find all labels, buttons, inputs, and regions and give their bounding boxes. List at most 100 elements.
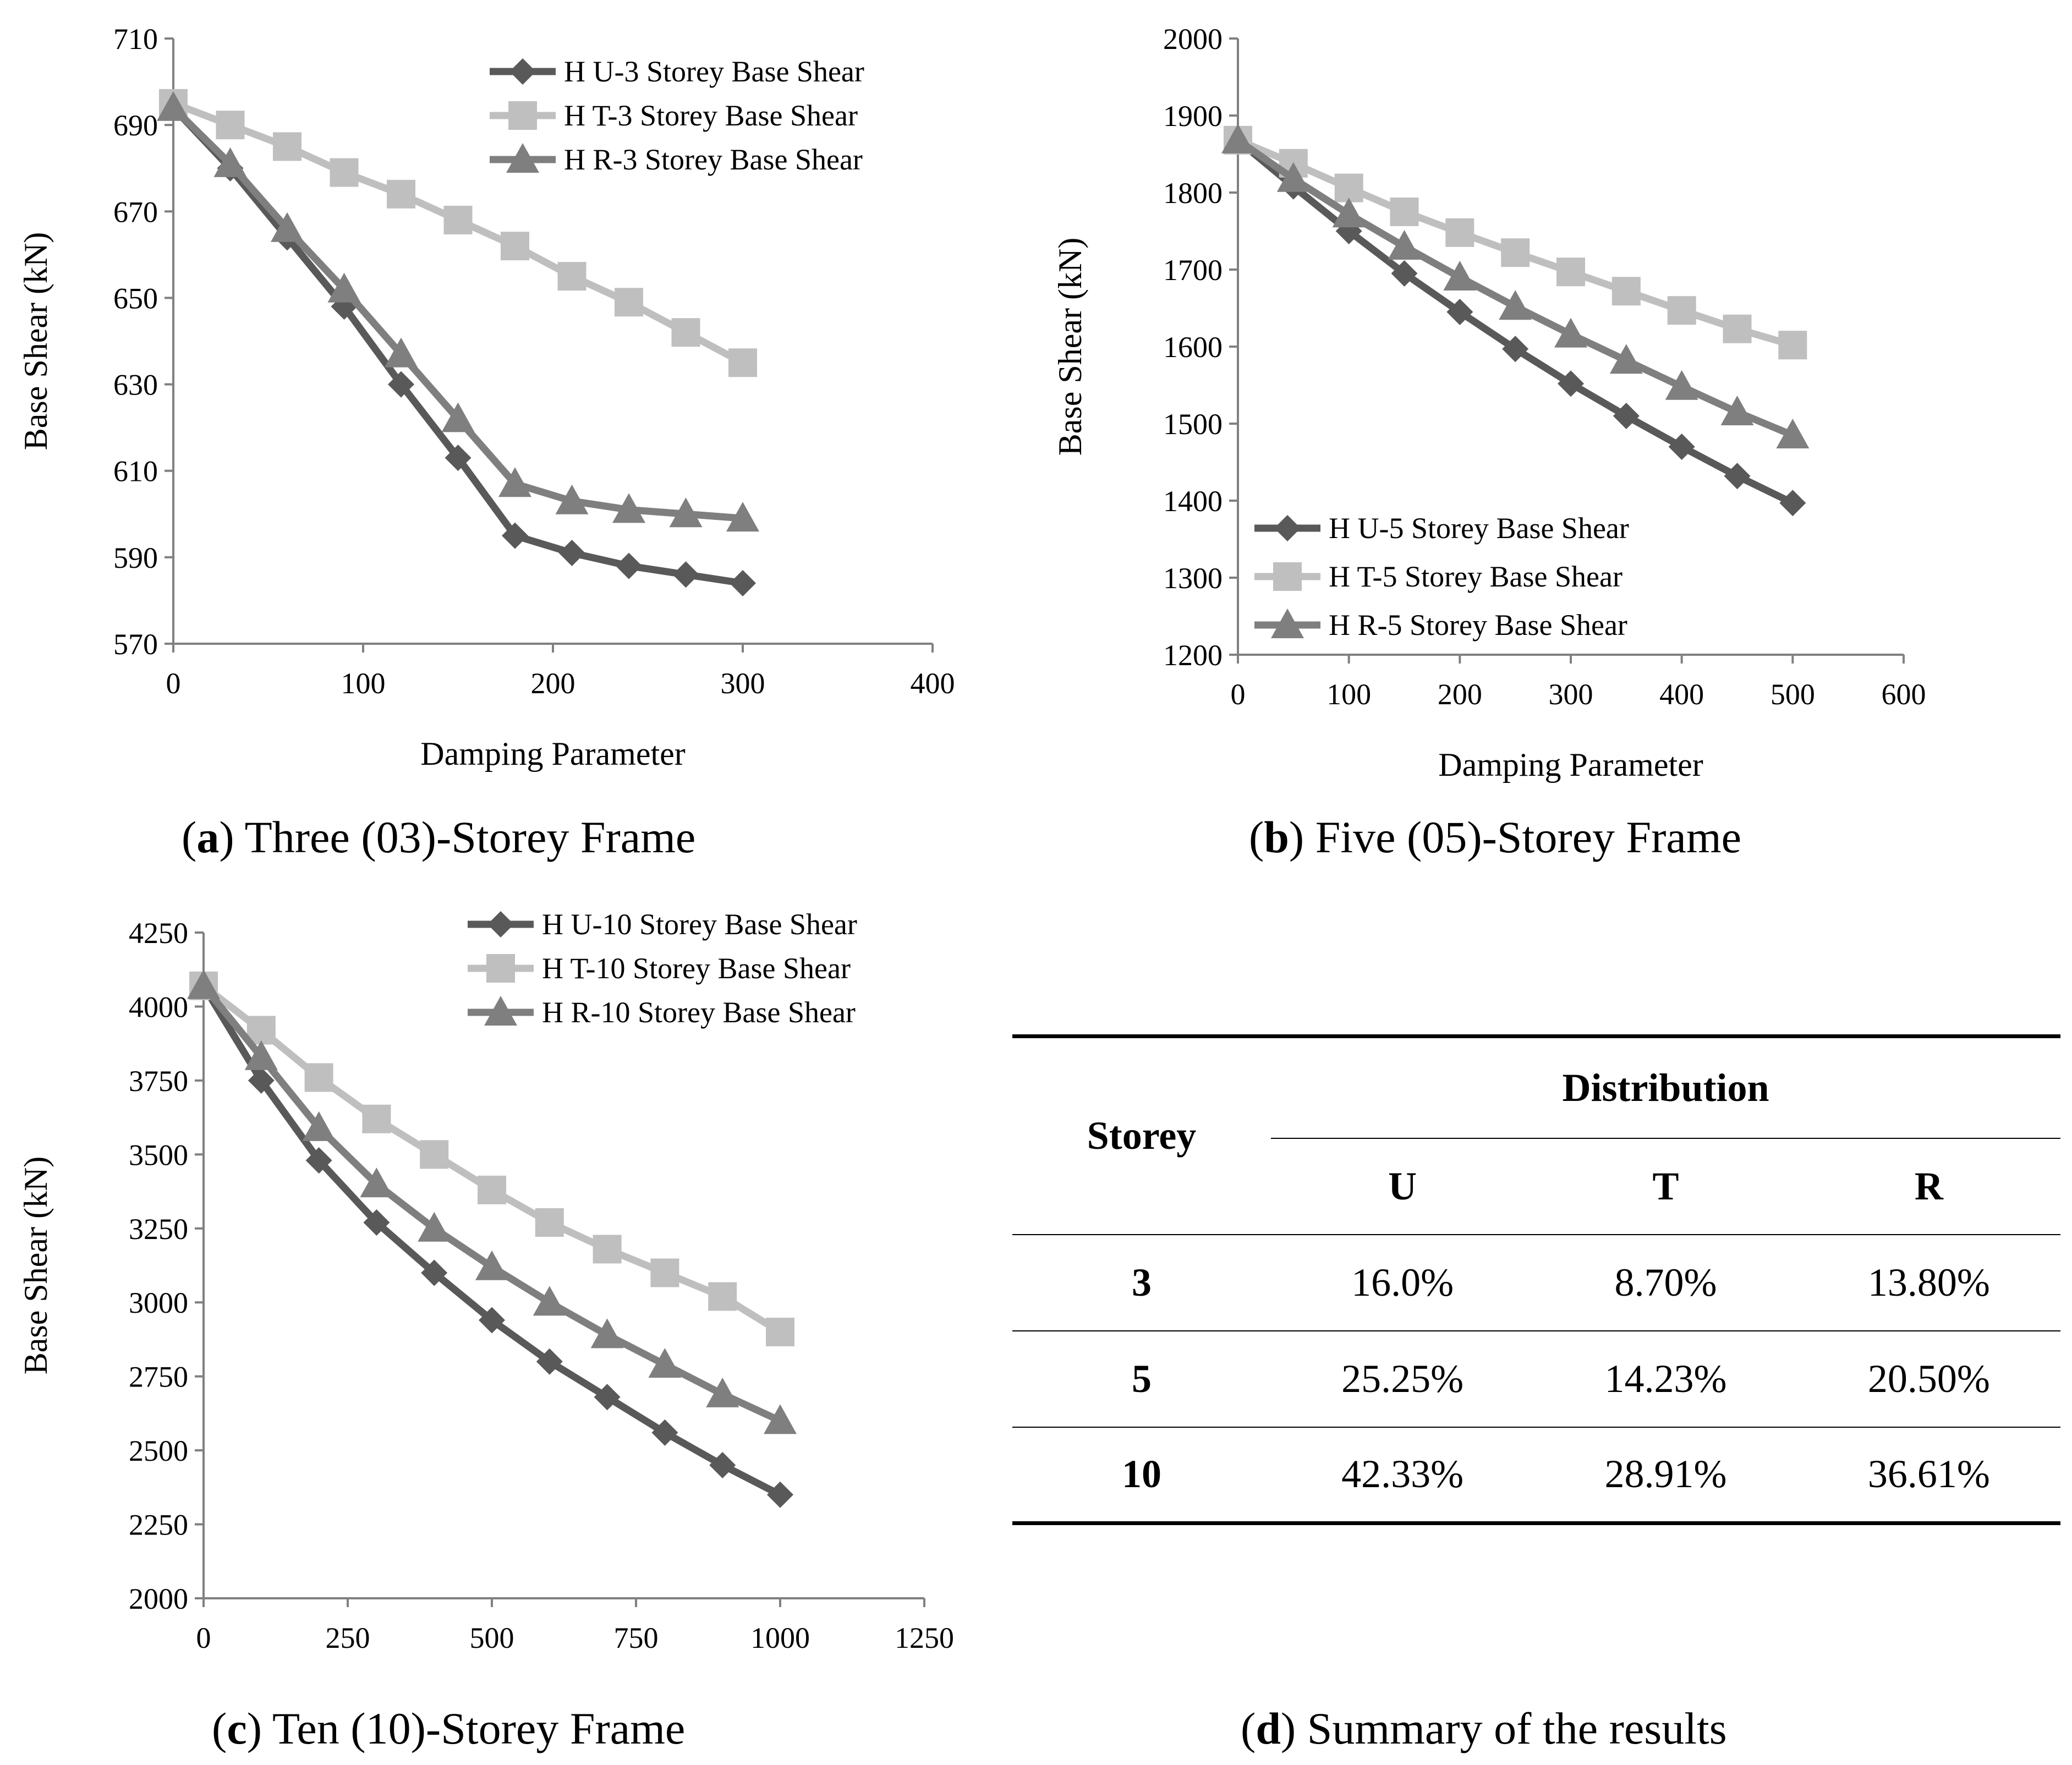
- data-point-T: [535, 1208, 564, 1237]
- data-point-U: [502, 522, 528, 549]
- data-point-U: [709, 1452, 736, 1478]
- data-point-T: [362, 1104, 391, 1133]
- data-point-R: [726, 502, 759, 532]
- data-point-T: [420, 1140, 449, 1169]
- y-tick-label: 630: [113, 369, 158, 402]
- legend-marker-T: [508, 101, 537, 130]
- y-tick-label: 2000: [129, 1582, 188, 1615]
- data-point-R: [187, 969, 220, 999]
- y-tick-label: 2250: [129, 1509, 188, 1542]
- col-header-r: R: [1797, 1137, 2060, 1235]
- y-axis-title: Base Shear (kN): [1052, 238, 1088, 456]
- data-point-U: [730, 570, 756, 596]
- data-point-U: [479, 1307, 505, 1334]
- data-point-R: [360, 1167, 393, 1198]
- legend-label-R: H R-3 Storey Base Shear: [564, 143, 863, 176]
- caption-d: (d) Summary of the results: [1241, 1703, 1727, 1753]
- data-point-R: [1720, 396, 1754, 425]
- data-point-T: [478, 1175, 506, 1204]
- caption-d-text: Summary of the results: [1296, 1703, 1727, 1753]
- y-axis-title: Base Shear (kN): [18, 1156, 54, 1375]
- data-point-T: [766, 1318, 794, 1346]
- data-point-R: [244, 1040, 278, 1070]
- legend-marker-T: [1273, 562, 1302, 591]
- table-row: 3 16.0% 8.70% 13.80%: [1012, 1234, 2060, 1331]
- data-point-T: [216, 111, 245, 140]
- x-tick-label: 250: [326, 1621, 370, 1654]
- data-point-R: [1499, 290, 1532, 320]
- data-point-T: [615, 288, 643, 317]
- data-point-R: [327, 272, 361, 303]
- x-tick-label: 100: [341, 667, 386, 700]
- data-point-R: [157, 91, 190, 121]
- x-tick-label: 1250: [895, 1621, 954, 1654]
- data-point-T: [593, 1235, 622, 1264]
- data-point-T: [330, 158, 359, 187]
- y-tick-label: 1400: [1163, 485, 1223, 518]
- caption-d-letter: d: [1256, 1703, 1281, 1753]
- value-cell: 8.70%: [1534, 1234, 1797, 1331]
- data-point-U: [651, 1419, 678, 1446]
- data-point-R: [1276, 162, 1310, 192]
- data-point-R: [1776, 419, 1810, 448]
- y-tick-label: 690: [113, 109, 158, 142]
- x-tick-label: 200: [531, 667, 575, 700]
- y-tick-label: 2000: [1163, 23, 1223, 56]
- data-point-U: [594, 1384, 621, 1411]
- x-tick-label: 500: [1770, 678, 1815, 711]
- x-tick-label: 0: [1231, 678, 1246, 711]
- value-cell: 13.80%: [1797, 1234, 2060, 1331]
- table-row: 10 42.33% 28.91% 36.61%: [1012, 1426, 2060, 1525]
- caption-b-letter: b: [1264, 812, 1289, 862]
- data-point-T: [1390, 198, 1419, 226]
- data-point-R: [475, 1250, 508, 1280]
- y-tick-label: 570: [113, 628, 158, 661]
- y-tick-label: 3750: [129, 1065, 188, 1098]
- value-cell: 25.25%: [1271, 1330, 1534, 1427]
- data-point-R: [612, 493, 645, 523]
- caption-c-letter: c: [227, 1703, 247, 1753]
- data-point-U: [1558, 370, 1584, 397]
- y-tick-label: 4000: [129, 990, 188, 1023]
- data-point-U: [363, 1209, 390, 1236]
- series-line-U: [200, 984, 782, 1498]
- data-point-T: [1611, 277, 1641, 306]
- legend-label-T: H T-10 Storey Base Shear: [542, 952, 851, 985]
- data-point-U: [672, 561, 699, 588]
- x-tick-label: 300: [1549, 678, 1593, 711]
- y-tick-label: 710: [113, 23, 158, 56]
- legend-label-U: H U-5 Storey Base Shear: [1329, 512, 1629, 545]
- x-axis-title: Damping Parameter: [431, 1690, 697, 1695]
- data-point-T: [1778, 331, 1807, 360]
- data-point-R: [648, 1348, 682, 1378]
- data-point-U: [616, 552, 642, 579]
- data-point-U: [421, 1259, 448, 1286]
- x-tick-label: 0: [196, 1621, 211, 1654]
- value-cell: 14.23%: [1534, 1330, 1797, 1427]
- data-point-U: [248, 1067, 275, 1094]
- legend-marker-U: [509, 58, 536, 85]
- data-point-T: [1723, 314, 1752, 343]
- y-tick-label: 1600: [1163, 331, 1223, 364]
- data-point-U: [1724, 463, 1751, 490]
- x-tick-label: 0: [166, 667, 181, 700]
- y-tick-label: 1700: [1163, 254, 1223, 287]
- x-tick-label: 500: [470, 1621, 514, 1654]
- value-cell: 20.50%: [1797, 1330, 2060, 1427]
- data-point-U: [388, 371, 414, 398]
- value-cell: 28.91%: [1534, 1426, 1797, 1525]
- y-tick-label: 650: [113, 282, 158, 315]
- data-point-T: [557, 262, 586, 291]
- data-point-R: [590, 1318, 624, 1349]
- data-point-T: [443, 206, 473, 234]
- x-tick-label: 600: [1882, 678, 1926, 711]
- data-point-T: [671, 318, 700, 347]
- y-tick-label: 2500: [129, 1434, 188, 1467]
- data-point-T: [1334, 173, 1363, 202]
- data-point-U: [536, 1348, 563, 1375]
- legend-marker-R: [484, 996, 517, 1026]
- data-point-R: [302, 1111, 336, 1141]
- y-tick-label: 670: [113, 195, 158, 228]
- value-cell: 36.61%: [1797, 1426, 2060, 1525]
- chart-three-storey: 570 590 610 630 650 670 690 710 0 100 200 300 400 Dam…: [18, 23, 955, 772]
